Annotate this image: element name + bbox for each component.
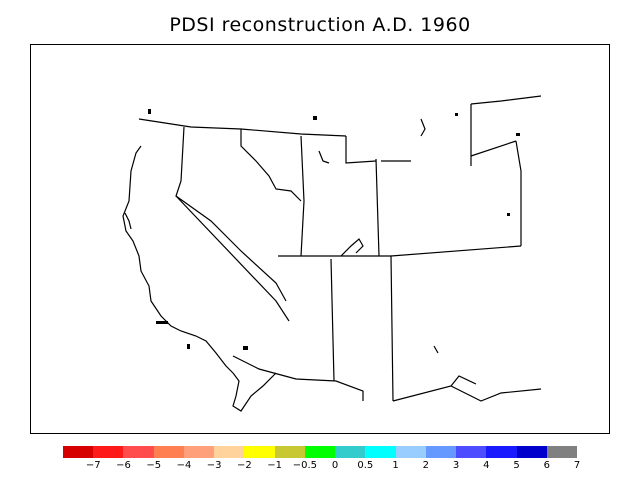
colorbar-labels: −7 −6 −5 −4 −3 −2 −1 −0.5 0 0.5 1 2 3 4 5 6 7 bbox=[0, 460, 640, 474]
az-mex bbox=[232, 355, 364, 401]
colorbar-tick-label: 5 bbox=[513, 460, 520, 471]
colorbar-tick-label: −2 bbox=[237, 460, 252, 471]
colorbar-tick-label: −4 bbox=[176, 460, 192, 471]
ca-nv-border bbox=[175, 195, 290, 322]
colorbar-tick-label: 7 bbox=[573, 460, 581, 471]
tx-mex bbox=[450, 385, 542, 402]
islands bbox=[148, 109, 520, 350]
ne-ks bbox=[470, 140, 517, 157]
colorbar-tick-label: −3 bbox=[206, 460, 222, 471]
co-west bbox=[375, 158, 394, 402]
colorbar-swatch bbox=[274, 446, 305, 458]
canada-border-east bbox=[470, 95, 542, 105]
no-data-mask bbox=[31, 45, 609, 433]
colorbar-tick-label: 0.5 bbox=[357, 460, 374, 471]
boundaries bbox=[122, 95, 542, 412]
colorbar-tick-label: −1 bbox=[267, 460, 283, 471]
colorbar-swatch bbox=[546, 446, 577, 458]
map-frame bbox=[30, 44, 610, 434]
colorbar-tick-label: 2 bbox=[422, 460, 429, 471]
colorbar-swatch bbox=[335, 446, 366, 458]
colorbar-swatch bbox=[183, 446, 215, 458]
gulf-coast bbox=[232, 372, 277, 412]
colorbar-tick-label: 3 bbox=[452, 460, 460, 471]
pacific-coast bbox=[122, 145, 234, 374]
wy-border bbox=[345, 136, 377, 164]
colorbar-tick-label: 6 bbox=[543, 460, 550, 471]
colorbar-swatch bbox=[93, 446, 124, 458]
colorbar-swatch bbox=[244, 446, 275, 458]
puget-sound bbox=[124, 212, 132, 230]
colorbar-tick-label: 0 bbox=[331, 460, 339, 471]
nm-tx bbox=[392, 375, 477, 402]
colorbar-tick-label: −5 bbox=[146, 460, 162, 471]
flathead-lake bbox=[318, 150, 330, 164]
colorbar-swatch bbox=[425, 446, 457, 458]
colorbar-swatch bbox=[486, 446, 517, 458]
colorbar-tick-label: 1 bbox=[392, 460, 399, 471]
map-title: PDSI reconstruction A.D. 1960 bbox=[169, 14, 471, 36]
water-features bbox=[124, 118, 439, 354]
lake-ne bbox=[420, 118, 426, 137]
colorbar-swatch bbox=[516, 446, 547, 458]
colorbar-swatch bbox=[395, 446, 426, 458]
colorbar-swatch bbox=[214, 446, 245, 458]
az-nm bbox=[330, 258, 335, 382]
pdsi-map bbox=[31, 45, 609, 433]
lake-se bbox=[433, 345, 439, 354]
colorbar-swatch bbox=[123, 446, 154, 458]
mt-wy-line bbox=[300, 135, 305, 257]
ok-tx bbox=[515, 140, 522, 246]
colorbar bbox=[63, 446, 577, 458]
colorbar-tick-label: 4 bbox=[483, 460, 490, 471]
colorbar-swatch bbox=[63, 446, 94, 458]
idaho-border bbox=[175, 126, 287, 302]
colorbar-tick-label: −0.5 bbox=[292, 460, 318, 471]
colorbar-swatch bbox=[456, 446, 487, 458]
colorbar-swatch bbox=[365, 446, 396, 458]
colorbar-swatch bbox=[304, 446, 336, 458]
colorbar-tick-label: −6 bbox=[116, 460, 131, 471]
co-ks bbox=[390, 245, 522, 257]
great-salt-lake bbox=[340, 238, 364, 257]
id-mt-border bbox=[240, 129, 302, 202]
colorbar-swatch bbox=[153, 446, 184, 458]
colorbar-tick-label: −7 bbox=[85, 460, 101, 471]
